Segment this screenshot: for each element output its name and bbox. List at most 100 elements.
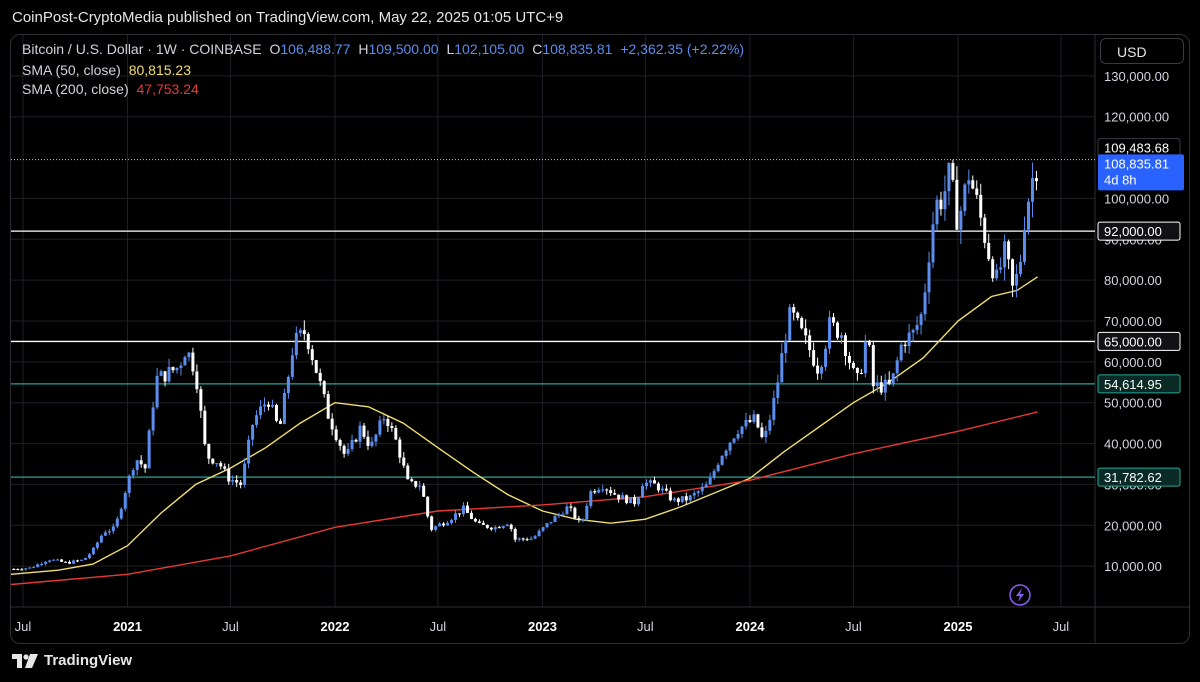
candle-body[interactable] bbox=[497, 527, 501, 529]
candle-body[interactable] bbox=[855, 368, 859, 373]
candle-body[interactable] bbox=[760, 427, 764, 438]
candle-body[interactable] bbox=[700, 486, 704, 492]
candle-body[interactable] bbox=[573, 507, 577, 519]
candle-body[interactable] bbox=[839, 335, 843, 338]
candle-body[interactable] bbox=[1015, 273, 1019, 286]
candle-body[interactable] bbox=[832, 317, 836, 323]
symbol-label[interactable]: Bitcoin / U.S. Dollar · 1W · COINBASE bbox=[22, 41, 262, 57]
candle-body[interactable] bbox=[768, 419, 772, 431]
candle-body[interactable] bbox=[326, 394, 330, 419]
candle-body[interactable] bbox=[159, 371, 163, 376]
candle-body[interactable] bbox=[350, 439, 354, 449]
candle-body[interactable] bbox=[489, 527, 493, 530]
candle-body[interactable] bbox=[772, 397, 776, 420]
candle-body[interactable] bbox=[863, 341, 867, 374]
candle-body[interactable] bbox=[223, 466, 227, 469]
candle-body[interactable] bbox=[915, 324, 919, 331]
candle-body[interactable] bbox=[652, 480, 656, 484]
candle-body[interactable] bbox=[12, 569, 16, 571]
candle-body[interactable] bbox=[44, 561, 48, 564]
tradingview-brand[interactable]: TradingView bbox=[12, 652, 132, 669]
candle-body[interactable] bbox=[378, 420, 382, 435]
candle-body[interactable] bbox=[290, 355, 294, 377]
candle-body[interactable] bbox=[951, 162, 955, 180]
candle-body[interactable] bbox=[76, 560, 80, 562]
candle-body[interactable] bbox=[493, 527, 497, 530]
candle-body[interactable] bbox=[203, 410, 207, 445]
candle-body[interactable] bbox=[907, 332, 911, 347]
candle-body[interactable] bbox=[883, 379, 887, 393]
level-price-tag[interactable] bbox=[1097, 331, 1181, 351]
candle-body[interactable] bbox=[967, 180, 971, 185]
candle-body[interactable] bbox=[899, 344, 903, 361]
candle-body[interactable] bbox=[804, 328, 808, 336]
candle-body[interactable] bbox=[346, 448, 350, 454]
candle-body[interactable] bbox=[469, 512, 473, 519]
candle-body[interactable] bbox=[370, 441, 374, 446]
candle-body[interactable] bbox=[553, 516, 557, 523]
candle-body[interactable] bbox=[147, 430, 151, 469]
candle-body[interactable] bbox=[28, 567, 32, 569]
candle-body[interactable] bbox=[414, 481, 418, 487]
candle-body[interactable] bbox=[939, 199, 943, 210]
candle-body[interactable] bbox=[32, 567, 36, 569]
candle-body[interactable] bbox=[24, 568, 28, 570]
candle-body[interactable] bbox=[975, 188, 979, 195]
candle-body[interactable] bbox=[732, 438, 736, 443]
candle-body[interactable] bbox=[895, 360, 899, 374]
candle-body[interactable] bbox=[792, 307, 796, 313]
candle-body[interactable] bbox=[60, 559, 64, 562]
candle-body[interactable] bbox=[1034, 178, 1038, 182]
candle-body[interactable] bbox=[565, 506, 569, 515]
candle-body[interactable] bbox=[52, 559, 56, 561]
candle-body[interactable] bbox=[668, 490, 672, 501]
candle-body[interactable] bbox=[800, 317, 804, 329]
candle-body[interactable] bbox=[836, 322, 840, 338]
candle-body[interactable] bbox=[887, 379, 891, 384]
candle-body[interactable] bbox=[434, 526, 438, 530]
candle-body[interactable] bbox=[167, 367, 171, 382]
candle-body[interactable] bbox=[1003, 241, 1007, 268]
candle-body[interactable] bbox=[931, 224, 935, 263]
candle-body[interactable] bbox=[211, 458, 215, 464]
candle-body[interactable] bbox=[16, 569, 20, 571]
candle-body[interactable] bbox=[609, 490, 613, 494]
candle-body[interactable] bbox=[68, 561, 72, 564]
sma200-legend[interactable]: SMA (200, close) 47,753.24 bbox=[22, 81, 199, 97]
candle-body[interactable] bbox=[465, 505, 469, 513]
candle-body[interactable] bbox=[744, 419, 748, 427]
candle-body[interactable] bbox=[235, 480, 239, 483]
candle-body[interactable] bbox=[816, 365, 820, 374]
candle-body[interactable] bbox=[310, 349, 314, 361]
candle-body[interactable] bbox=[247, 439, 251, 464]
candle-body[interactable] bbox=[597, 489, 601, 493]
candle-body[interactable] bbox=[987, 242, 991, 260]
candle-body[interactable] bbox=[175, 367, 179, 371]
candle-body[interactable] bbox=[708, 477, 712, 485]
candle-body[interactable] bbox=[131, 470, 135, 476]
candle-body[interactable] bbox=[676, 498, 680, 503]
candle-body[interactable] bbox=[716, 464, 720, 472]
level-price-tag[interactable] bbox=[1097, 467, 1181, 487]
candle-body[interactable] bbox=[143, 464, 147, 469]
candle-body[interactable] bbox=[903, 344, 907, 347]
candle-body[interactable] bbox=[505, 524, 509, 527]
candle-body[interactable] bbox=[859, 372, 863, 374]
candle-body[interactable] bbox=[569, 506, 573, 508]
candle-body[interactable] bbox=[1030, 178, 1034, 202]
candle-body[interactable] bbox=[438, 523, 442, 527]
candle-body[interactable] bbox=[263, 404, 267, 407]
candle-body[interactable] bbox=[581, 519, 585, 521]
candle-body[interactable] bbox=[322, 381, 326, 395]
candle-body[interactable] bbox=[382, 419, 386, 421]
candle-body[interactable] bbox=[736, 433, 740, 439]
candle-body[interactable] bbox=[127, 475, 131, 493]
candle-body[interactable] bbox=[386, 419, 390, 427]
level-price-tag[interactable] bbox=[1097, 374, 1181, 394]
candle-body[interactable] bbox=[621, 495, 625, 500]
candle-body[interactable] bbox=[72, 560, 76, 564]
candle-body[interactable] bbox=[402, 457, 406, 466]
candle-body[interactable] bbox=[473, 518, 477, 522]
candle-body[interactable] bbox=[406, 465, 410, 480]
